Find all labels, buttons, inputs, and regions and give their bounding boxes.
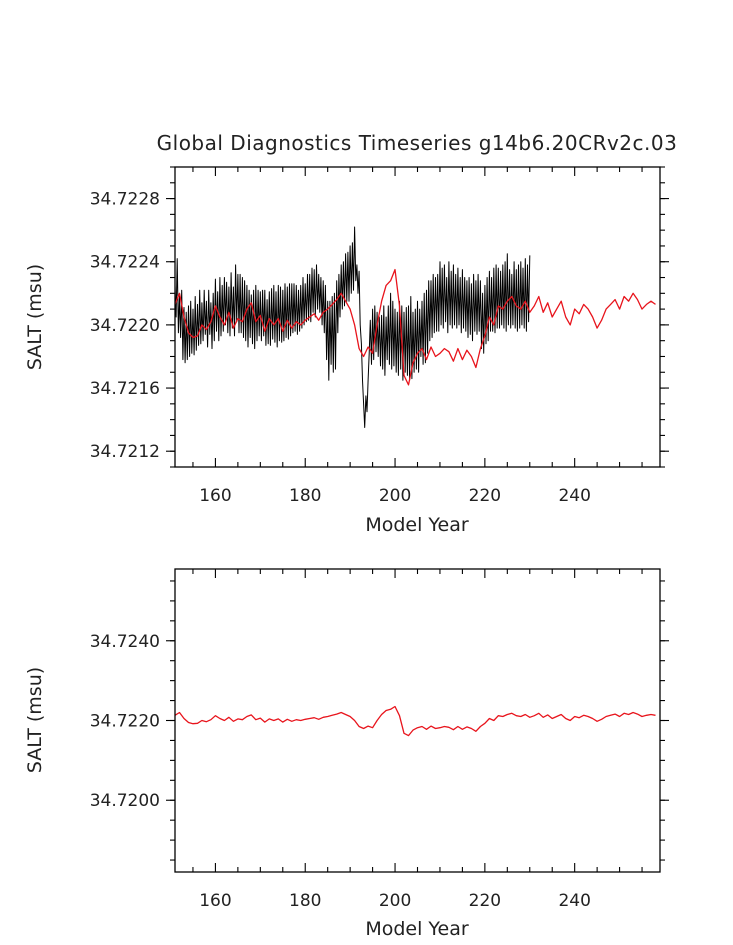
x-tick-label: 200: [379, 891, 411, 911]
x-tick-label: 180: [289, 891, 321, 911]
x-tick-label: 200: [379, 486, 411, 506]
panel-top: 160 180 200 220 240 34.7212 34.7216 34.7220 34.7…: [24, 166, 669, 536]
panel-bottom-frame: [174, 568, 661, 873]
x-tick-label: 240: [558, 891, 590, 911]
x-tick-label: 160: [199, 891, 231, 911]
x-tick-label: 160: [199, 486, 231, 506]
x-tick-label: 220: [469, 486, 501, 506]
panel-top-x-axis-label: Model Year: [365, 514, 469, 536]
x-tick-label: 240: [558, 486, 590, 506]
y-tick-label: 34.7220: [90, 712, 160, 732]
panel-top-ticks: 160 180 200 220 240 34.7212 34.7216 34.7220 34.7…: [90, 166, 669, 506]
y-tick-label: 34.7240: [90, 632, 160, 652]
panel-bottom-ticks: 160 180 200 220 240 34.7200 34.7220 34.7240: [90, 569, 669, 911]
panel-0-series-annual-mean: [175, 268, 656, 386]
y-tick-label: 34.7216: [90, 379, 160, 399]
y-tick-label: 34.7220: [90, 316, 160, 336]
panel-top-y-axis-label: SALT (msu): [24, 264, 46, 370]
x-tick-label: 220: [469, 891, 501, 911]
panel-1-series-annual-mean: [175, 705, 656, 737]
x-tick-label: 180: [289, 486, 321, 506]
y-tick-label: 34.7212: [90, 442, 160, 462]
panel-bottom-x-axis-label: Model Year: [365, 918, 469, 940]
panel-0-series-monthly: [175, 226, 531, 428]
y-tick-label: 34.7228: [90, 190, 160, 210]
figure-title: Global Diagnostics Timeseries g14b6.20CR…: [157, 131, 678, 155]
panel-bottom: 160 180 200 220 240 34.7200 34.7220 34.7240 Mod…: [24, 568, 669, 940]
y-tick-label: 34.7200: [90, 791, 160, 811]
y-tick-label: 34.7224: [90, 253, 160, 273]
panel-bottom-y-axis-label: SALT (msu): [24, 667, 46, 773]
